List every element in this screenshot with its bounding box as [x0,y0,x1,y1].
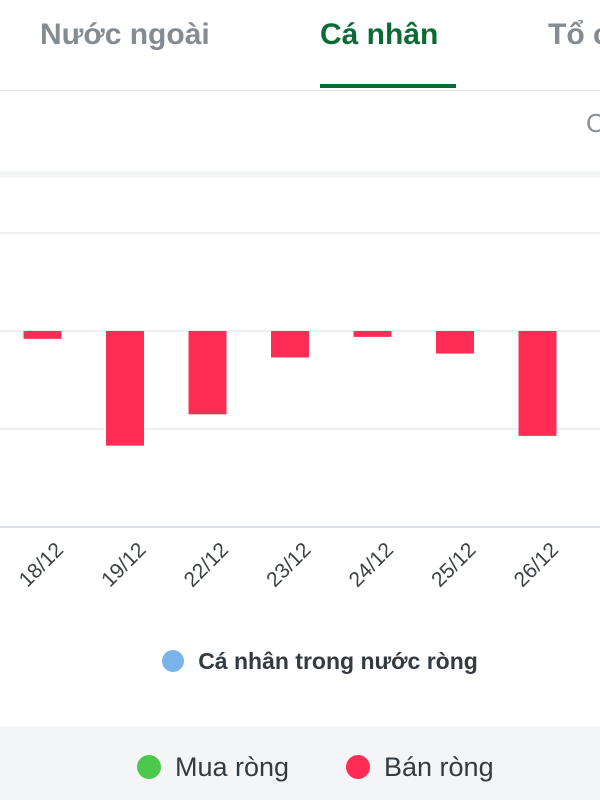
bar[interactable] [271,331,309,358]
legend-buy-label: Mua ròng [175,752,290,782]
bar[interactable] [518,331,557,436]
buy-sell-legend: Mua ròng Bán ròng [0,752,600,800]
tab-organization[interactable]: Tổ c [548,18,600,51]
x-tick-label: 19/12 [97,538,150,591]
series-legend: Cá nhân trong nước ròng [0,648,600,675]
bar[interactable] [106,331,144,446]
tab-foreign[interactable]: Nước ngoài [40,18,210,51]
legend-sell[interactable]: Bán ròng [346,752,494,783]
legend-buy[interactable]: Mua ròng [137,752,289,783]
filter-partial-label[interactable]: C [586,108,600,138]
x-tick-label: 25/12 [427,538,480,591]
x-tick-label: 26/12 [510,538,563,591]
green-dot-icon [137,755,161,779]
legend-sell-label: Bán ròng [384,752,494,782]
bar[interactable] [188,331,227,415]
x-tick-label: 22/12 [180,538,233,591]
x-tick-label: 24/12 [345,538,398,591]
tab-individual[interactable]: Cá nhân [320,18,439,51]
chart-card [0,178,600,726]
red-dot-icon [346,755,370,779]
series-marker-icon [162,650,185,672]
bar[interactable] [353,331,392,337]
x-tick-label: 23/12 [262,538,315,591]
x-tick-label: 18/12 [15,538,68,591]
filter-row [0,91,600,171]
tab-bar: Nước ngoài Cá nhân Tổ c [0,0,600,91]
series-legend-label: Cá nhân trong nước ròng [198,648,478,674]
active-tab-indicator [320,84,456,88]
bar[interactable] [23,331,62,339]
bar[interactable] [436,331,474,354]
